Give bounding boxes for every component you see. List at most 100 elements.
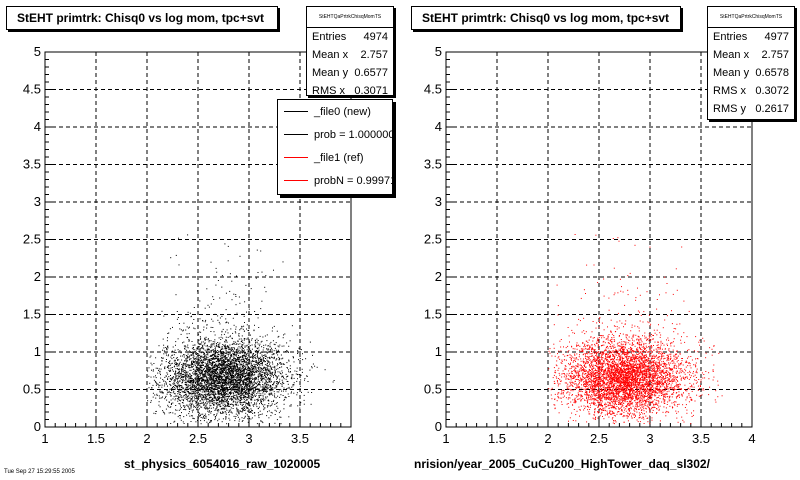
scatter-point [192, 395, 194, 397]
scatter-point [196, 397, 198, 399]
scatter-point [243, 367, 245, 369]
scatter-point [165, 382, 167, 384]
scatter-point [228, 392, 230, 393]
scatter-point [179, 403, 181, 405]
scatter-point [212, 364, 214, 366]
scatter-point [217, 397, 219, 399]
scatter-point [260, 376, 262, 378]
scatter-point [239, 352, 241, 354]
scatter-point [250, 368, 251, 370]
scatter-point [237, 359, 239, 361]
scatter-point [251, 374, 253, 375]
scatter-point [210, 363, 212, 365]
scatter-point [215, 352, 216, 354]
scatter-point [217, 381, 219, 383]
scatter-point [221, 391, 223, 393]
scatter-point [253, 387, 255, 388]
scatter-point [194, 394, 196, 396]
scatter-point [216, 398, 218, 400]
scatter-point [186, 333, 188, 335]
scatter-point [170, 257, 172, 259]
scatter-point [196, 399, 198, 401]
scatter-point [258, 349, 260, 351]
y-tick-label: 1 [34, 344, 41, 359]
scatter-point [223, 395, 225, 397]
scatter-point [214, 386, 216, 388]
scatter-point [217, 393, 219, 395]
scatter-point [250, 418, 252, 420]
scatter-point [271, 412, 273, 414]
scatter-point [199, 372, 201, 374]
scatter-point [212, 358, 214, 360]
scatter-point [221, 378, 223, 380]
scatter-point [203, 374, 205, 375]
scatter-point [167, 345, 168, 347]
scatter-point [184, 346, 186, 348]
scatter-point [174, 373, 176, 375]
scatter-point [168, 370, 170, 371]
scatter-point [204, 399, 206, 401]
scatter-point [253, 392, 255, 394]
scatter-point [229, 358, 231, 360]
scatter-point [226, 387, 228, 389]
scatter-point [181, 375, 183, 377]
scatter-point [250, 382, 252, 384]
scatter-point [251, 399, 253, 401]
scatter-point [256, 360, 257, 362]
scatter-point [196, 389, 198, 391]
scatter-point [153, 376, 155, 378]
scatter-point [190, 377, 192, 378]
scatter-point [198, 339, 200, 341]
scatter-point [171, 358, 173, 360]
scatter-point [198, 371, 200, 373]
scatter-point [251, 409, 252, 411]
scatter-point [187, 396, 189, 397]
scatter-point [214, 372, 216, 374]
scatter-point [205, 407, 207, 409]
scatter-point [222, 364, 224, 366]
scatter-point [277, 382, 279, 384]
scatter-point [181, 382, 183, 384]
scatter-point [242, 348, 244, 349]
scatter-point [284, 396, 286, 398]
scatter-point [166, 354, 167, 356]
scatter-point [185, 370, 187, 372]
scatter-point [260, 420, 262, 422]
scatter-point [247, 415, 249, 417]
scatter-point [228, 397, 230, 399]
scatter-point [257, 350, 259, 352]
scatter-point [219, 349, 221, 351]
scatter-point [287, 351, 289, 353]
scatter-point [214, 373, 216, 375]
scatter-point [274, 409, 276, 411]
scatter-point [251, 417, 253, 419]
scatter-point [219, 371, 221, 373]
scatter-point [312, 354, 313, 356]
scatter-point [197, 365, 199, 367]
scatter-point [277, 349, 279, 351]
scatter-point [189, 379, 191, 381]
scatter-point [221, 355, 223, 357]
scatter-point [230, 394, 232, 396]
scatter-point [253, 405, 255, 407]
scatter-point [225, 378, 227, 379]
scatter-point [247, 363, 248, 365]
scatter-point [198, 331, 200, 333]
scatter-point [170, 395, 172, 396]
scatter-point [232, 405, 234, 407]
scatter-point [203, 394, 205, 395]
scatter-point [212, 385, 214, 387]
scatter-point [201, 360, 203, 362]
scatter-point [210, 400, 212, 402]
scatter-point [239, 360, 241, 362]
scatter-point [206, 379, 208, 381]
scatter-point [187, 353, 189, 355]
scatter-point [268, 410, 270, 412]
scatter-point [211, 384, 212, 386]
scatter-point [250, 377, 252, 379]
scatter-point [167, 333, 169, 334]
scatter-point [222, 369, 224, 371]
scatter-point [234, 369, 236, 371]
scatter-point [234, 352, 236, 354]
scatter-point [223, 393, 225, 395]
